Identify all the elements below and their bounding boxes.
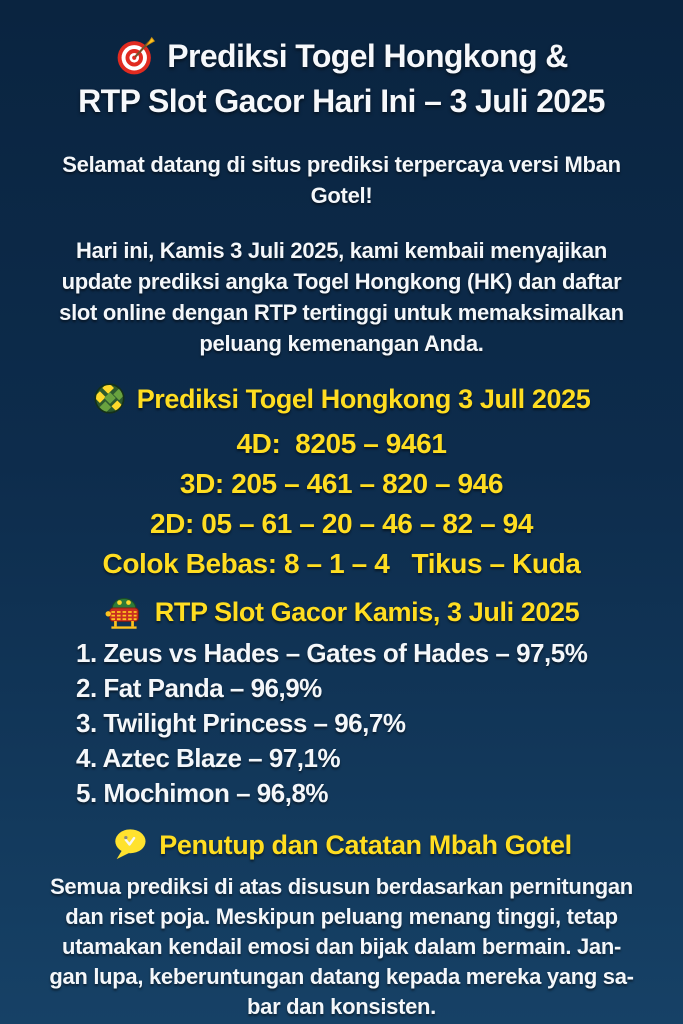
rtp-list-item: 1. Zeus vs Hades – Gates of Hades – 97,5… [76,638,588,668]
togel-4d-line: 4D: 8205 – 9461 [236,428,447,459]
rtp-heading-text: RTP Slot Gacor Kamis, 3 Juli 2025 [154,597,580,627]
intro-paragraph: Hari ini, Kamis 3 Juli 2025, kami kembai… [59,238,624,356]
page-title-text: Prediksi Togel Hongkong & RTP Slot Gacor… [78,38,605,119]
closing-paragraph: Semua prediksi di atas disusun berdasark… [49,874,634,1019]
togel-section-heading: Prediksi Togel Hongkong 3 Jull 2025 [0,379,683,419]
closing-section-heading: Penutup dan Catatan Mbah Gotel [0,825,683,865]
dart-target-icon [115,35,157,77]
rtp-list-item: 5. Mochimon – 96,8% [76,778,329,808]
welcome-text: Selamat datang di situs prediksi terperc… [62,152,621,208]
slot-machine-icon [104,594,144,630]
rtp-list-item: 2. Fat Panda – 96,9% [76,673,322,703]
speech-bubble-icon [111,828,148,861]
rtp-list-item: 3. Twilight Princess – 96,7% [76,708,406,738]
rtp-slot-list: 1. Zeus vs Hades – Gates of Hades – 97,5… [0,636,683,811]
togel-2d-line: 2D: 05 – 61 – 20 – 46 – 82 – 94 [149,508,534,539]
togel-3d-line: 3D: 205 – 461 – 820 – 946 [179,468,504,499]
page-title: Prediksi Togel Hongkong & RTP Slot Gacor… [0,0,683,124]
togel-heading-text: Prediksi Togel Hongkong 3 Jull 2025 [136,384,591,414]
togel-colok-bebas-line: Colok Bebas: 8 – 1 – 4 Tikus – Kuda [102,548,581,579]
closing-heading-text: Penutup dan Catatan Mbah Gotel [159,830,572,860]
rtp-list-item: 4. Aztec Blaze – 97,1% [76,743,341,773]
rattan-ball-icon [93,382,126,415]
togel-predictions: 4D: 8205 – 9461 3D: 205 – 461 – 820 – 94… [0,424,683,584]
rtp-section-heading: RTP Slot Gacor Kamis, 3 Juli 2025 [0,592,683,632]
